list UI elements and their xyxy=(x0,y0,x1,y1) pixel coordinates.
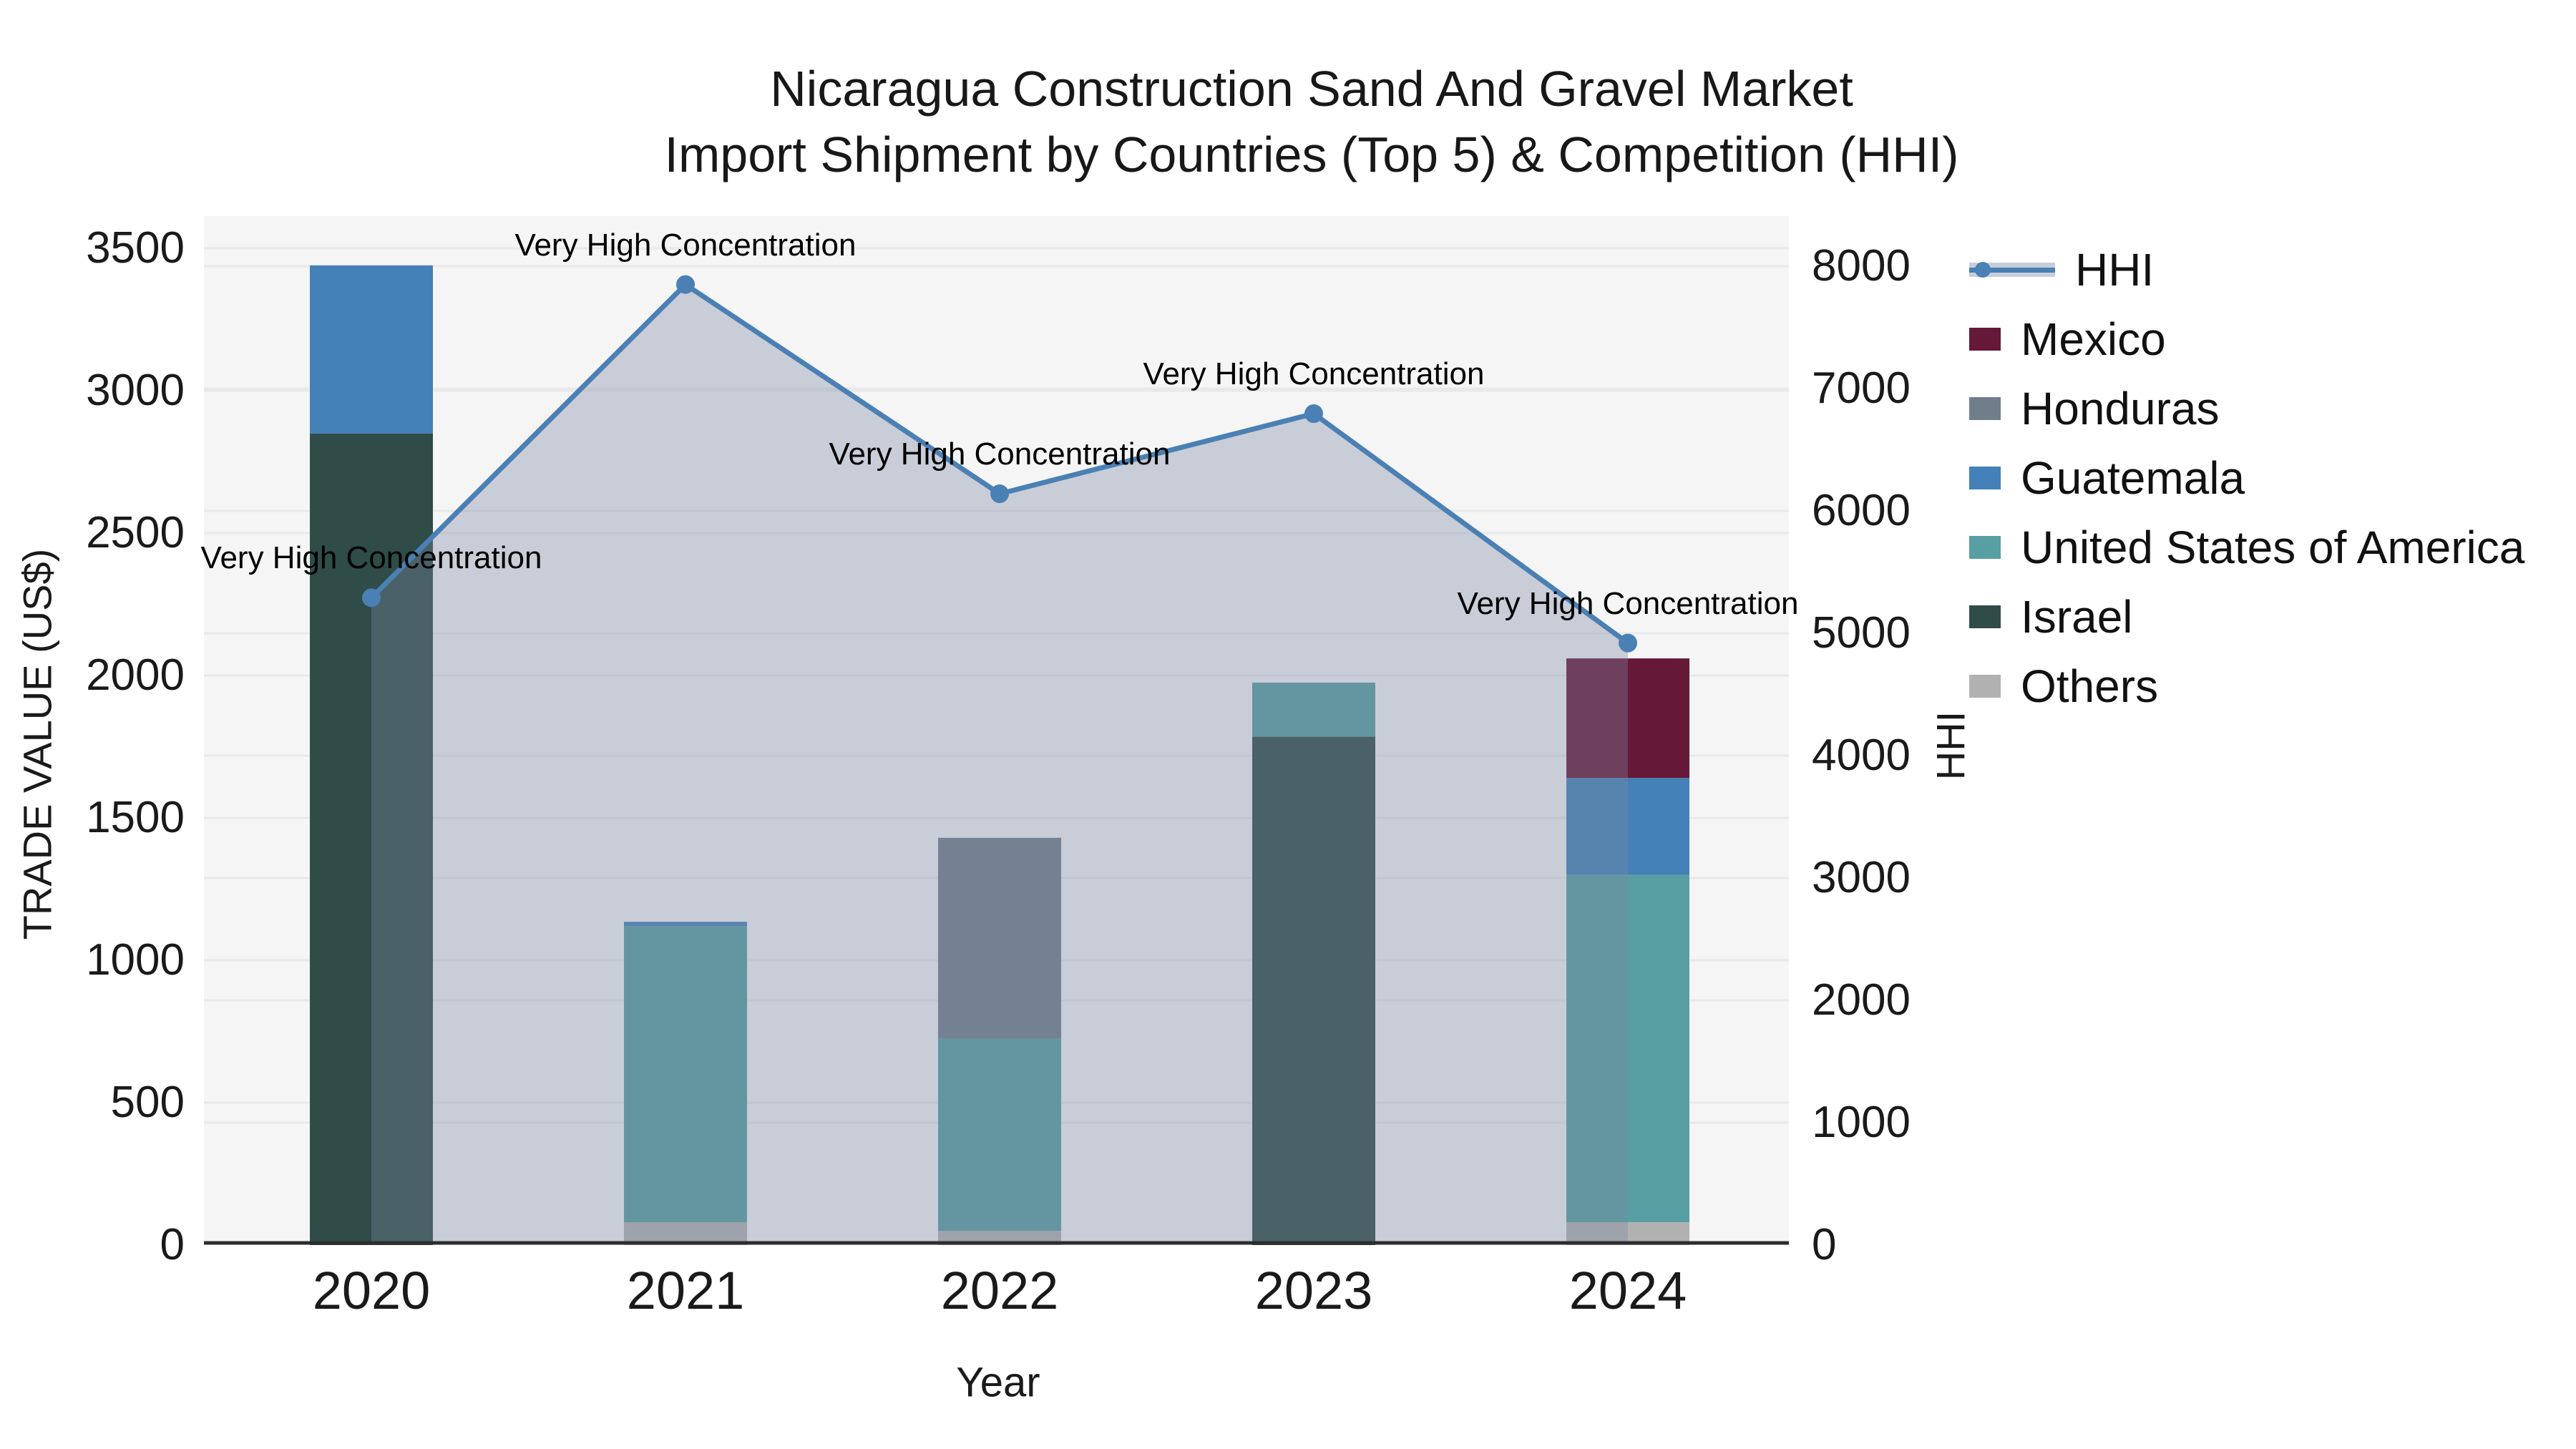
legend-item-others: Others xyxy=(1969,651,2524,721)
bar-segment-israel-2023 xyxy=(1252,736,1375,1245)
chart-title: Nicaragua Construction Sand And Gravel M… xyxy=(665,56,1959,187)
bar-segment-guatemala-2020 xyxy=(310,265,433,434)
y-right-tick-0: 0 xyxy=(1812,1220,1837,1269)
y-left-tick-0: 0 xyxy=(160,1220,185,1269)
legend: HHI Mexico Honduras Guatemala United States … xyxy=(1969,235,2524,721)
plot-area xyxy=(204,247,1789,1245)
legend-swatch xyxy=(1969,674,2001,698)
bar-segment-mexico-2024 xyxy=(1566,658,1689,779)
legend-line-sample xyxy=(1969,261,2055,278)
y-left-tick-3500: 3500 xyxy=(86,223,185,273)
y-right-tick-4000: 4000 xyxy=(1812,731,1911,780)
legend-label: Guatemala xyxy=(2021,452,2245,504)
legend-item-united-states-of-america: United States of America xyxy=(1969,512,2524,582)
bar-segment-united-states-of-america-2021 xyxy=(624,926,747,1223)
legend-swatch xyxy=(1969,605,2001,628)
bar-segment-guatemala-2024 xyxy=(1566,778,1689,875)
y-right-tick-2000: 2000 xyxy=(1812,975,1911,1025)
x-tick-2024: 2024 xyxy=(1568,1261,1687,1320)
y-left-tick-1000: 1000 xyxy=(86,935,185,985)
bar-segment-united-states-of-america-2024 xyxy=(1566,874,1689,1223)
y-axis-label-left: TRADE VALUE (US$) xyxy=(14,548,60,940)
legend-item-guatemala: Guatemala xyxy=(1969,443,2524,512)
x-tick-2020: 2020 xyxy=(312,1261,431,1320)
x-tick-2023: 2023 xyxy=(1254,1261,1373,1320)
x-axis-label: Year xyxy=(956,1359,1040,1406)
legend-item-mexico: Mexico xyxy=(1969,304,2524,374)
legend-label: Honduras xyxy=(2021,382,2220,434)
y-right-tick-6000: 6000 xyxy=(1812,486,1911,535)
legend-label: Israel xyxy=(2021,590,2133,643)
hhi-point-2021 xyxy=(676,275,695,294)
chart-title-line2: Import Shipment by Countries (Top 5) & C… xyxy=(664,127,1959,182)
y-left-tick-3000: 3000 xyxy=(86,366,185,415)
bar-segment-united-states-of-america-2022 xyxy=(938,1038,1061,1231)
legend-swatch xyxy=(1969,396,2001,420)
x-tick-2021: 2021 xyxy=(626,1261,745,1320)
legend-label: United States of America xyxy=(2021,521,2525,573)
legend-item-israel: Israel xyxy=(1969,582,2524,651)
legend-label: Mexico xyxy=(2021,313,2166,365)
hhi-point-2023 xyxy=(1304,404,1323,424)
y-left-tick-1500: 1500 xyxy=(86,793,185,842)
bar-segment-guatemala-2021 xyxy=(624,922,747,927)
y-right-tick-3000: 3000 xyxy=(1812,853,1911,902)
hhi-point-2024 xyxy=(1619,633,1637,653)
hhi-point-2020 xyxy=(362,588,381,608)
y-left-tick-2500: 2500 xyxy=(86,508,185,557)
legend-swatch xyxy=(1969,535,2001,559)
hhi-point-2022 xyxy=(990,484,1009,504)
y-left-tick-500: 500 xyxy=(110,1078,185,1127)
y-right-tick-1000: 1000 xyxy=(1812,1098,1911,1147)
legend-label: Others xyxy=(2021,660,2159,712)
bar-segment-honduras-2022 xyxy=(938,837,1061,1039)
chart-title-line1: Nicaragua Construction Sand And Gravel M… xyxy=(770,61,1853,117)
legend-swatch xyxy=(1969,327,2001,351)
legend-label: HHI xyxy=(2075,243,2155,296)
legend-item-hhi: HHI xyxy=(1969,235,2524,304)
bar-segment-israel-2020 xyxy=(310,433,433,1245)
hhi-area xyxy=(371,284,1628,1244)
y-axis-label-right: HHI xyxy=(1928,711,1974,781)
y-right-tick-5000: 5000 xyxy=(1812,608,1911,658)
y-right-tick-8000: 8000 xyxy=(1812,241,1911,291)
y-left-tick-2000: 2000 xyxy=(86,650,185,700)
y-right-tick-7000: 7000 xyxy=(1812,364,1911,413)
bar-segment-united-states-of-america-2023 xyxy=(1252,682,1375,737)
legend-swatch xyxy=(1969,466,2001,489)
x-tick-2022: 2022 xyxy=(940,1261,1059,1320)
legend-item-honduras: Honduras xyxy=(1969,374,2524,443)
